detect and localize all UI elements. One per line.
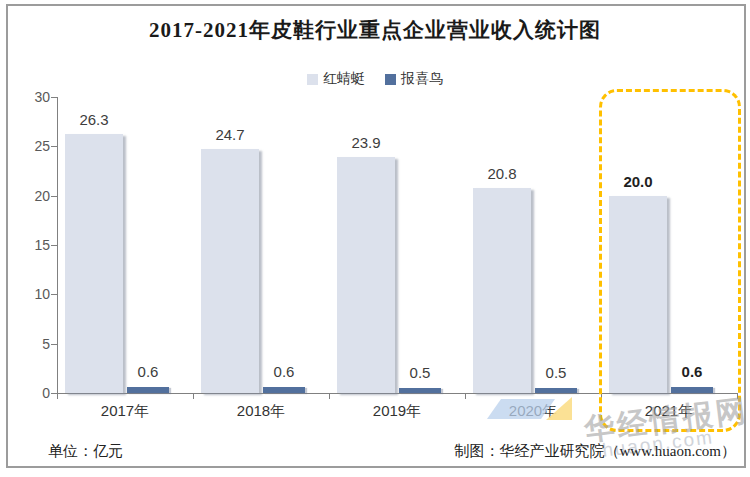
- bar-series-0: [473, 188, 531, 393]
- bar-series-1: [127, 387, 169, 393]
- x-axis-category-label: 2017年: [70, 402, 180, 421]
- y-axis-tick-label: 5: [16, 336, 50, 352]
- highlight-dashed-box: [599, 89, 741, 432]
- y-axis-tick: [51, 294, 57, 295]
- y-axis-tick-label: 10: [16, 286, 50, 302]
- y-axis-tick-label: 15: [16, 237, 50, 253]
- legend-item: 红蜻蜓: [307, 70, 365, 88]
- bar-series-0: [201, 149, 259, 393]
- source-label: 制图：华经产业研究院（www.huaon.com）: [454, 442, 736, 461]
- bar-series-0: [337, 157, 395, 393]
- y-axis-tick-label: 30: [16, 89, 50, 105]
- x-axis-category-label: 2018年: [206, 402, 316, 421]
- legend-swatch-icon: [307, 74, 318, 85]
- bar-value-label: 0.6: [123, 363, 173, 380]
- bar-series-1: [399, 388, 441, 393]
- legend: 红蜻蜓 报喜鸟: [0, 70, 750, 88]
- bar-value-label: 26.3: [64, 111, 124, 128]
- x-axis-tick: [465, 394, 466, 399]
- y-axis-tick: [51, 344, 57, 345]
- bar-series-1: [535, 388, 577, 393]
- legend-item: 报喜鸟: [385, 70, 443, 88]
- bar-value-label: 0.6: [259, 363, 309, 380]
- y-axis-tick-label: 20: [16, 188, 50, 204]
- bar-value-label: 23.9: [336, 134, 396, 151]
- y-axis: [57, 97, 58, 393]
- watermark-logo-yellow-shape: [546, 397, 572, 420]
- y-axis-tick-label: 0: [16, 385, 50, 401]
- bar-series-1: [263, 387, 305, 393]
- unit-label: 单位：亿元: [48, 442, 123, 461]
- y-axis-tick: [51, 245, 57, 246]
- x-axis-category-label: 2019年: [342, 402, 452, 421]
- legend-label: 红蜻蜓: [323, 70, 365, 88]
- legend-swatch-icon: [385, 74, 396, 85]
- y-axis-tick: [51, 146, 57, 147]
- bar-series-0: [65, 134, 123, 393]
- bar-value-label: 0.5: [395, 364, 445, 381]
- legend-label: 报喜鸟: [401, 70, 443, 88]
- chart-title: 2017-2021年皮鞋行业重点企业营业收入统计图: [0, 16, 750, 44]
- x-axis-tick: [329, 394, 330, 399]
- chart-canvas: 2017-2021年皮鞋行业重点企业营业收入统计图 红蜻蜓 报喜鸟 0 5 10 15 2…: [0, 0, 750, 477]
- bar-value-label: 24.7: [200, 126, 260, 143]
- y-axis-tick: [51, 97, 57, 98]
- x-axis-tick: [57, 394, 58, 399]
- x-axis-tick: [193, 394, 194, 399]
- y-axis-tick: [51, 196, 57, 197]
- bar-value-label: 20.8: [472, 165, 532, 182]
- y-axis-tick-label: 25: [16, 138, 50, 154]
- bar-value-label: 0.5: [531, 364, 581, 381]
